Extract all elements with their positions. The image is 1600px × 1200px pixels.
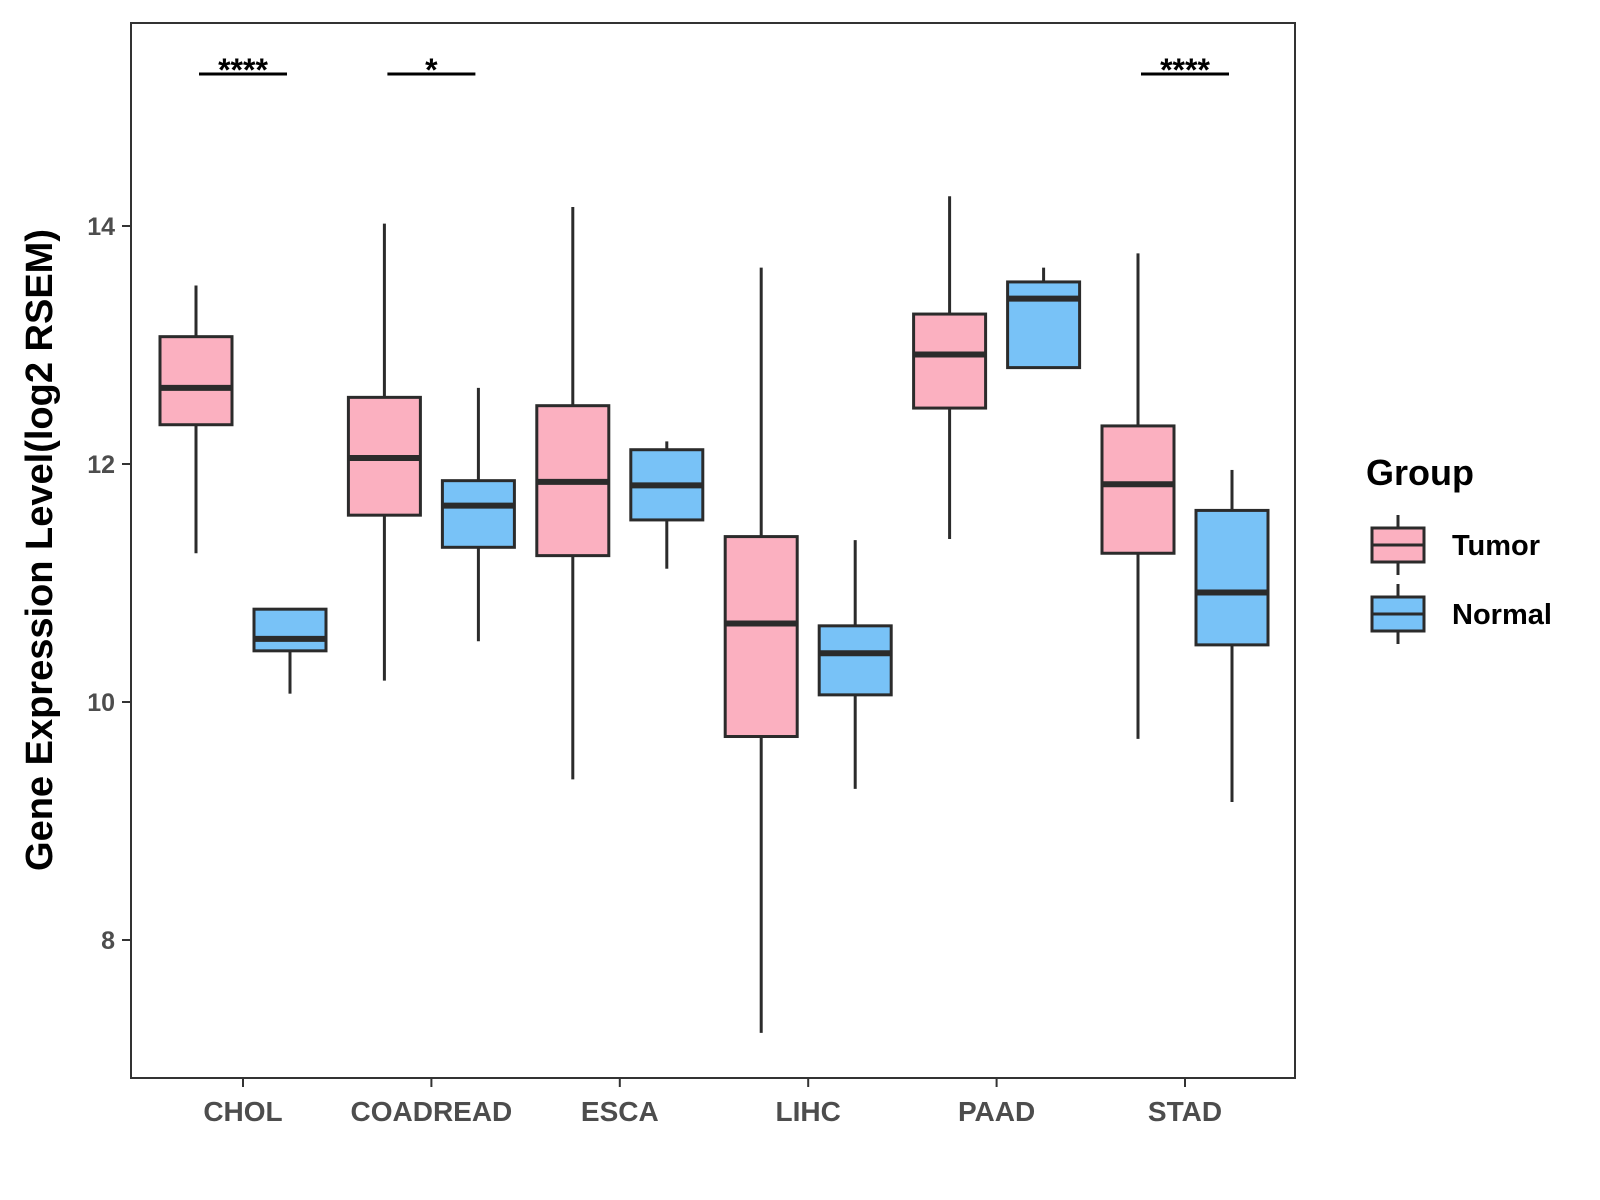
x-tick-label-lihc: LIHC — [776, 1096, 841, 1127]
series-normal — [252, 267, 1270, 802]
series-tumor — [158, 196, 1176, 1033]
plot-panel-border — [130, 22, 1296, 1079]
y-axis-title: Gene Expression Level(log2 RSEM) — [19, 229, 61, 871]
significance-annotations: **** * **** — [199, 52, 1229, 88]
box-paad-normal — [1006, 280, 1082, 370]
box-chol-normal — [252, 607, 328, 653]
box-stad-tumor — [1100, 424, 1176, 555]
boxes-layer — [158, 196, 1270, 1033]
x-tick-label-chol: CHOL — [203, 1096, 282, 1127]
legend: Group Tumor Normal — [1366, 452, 1552, 644]
box-stad-normal — [1194, 508, 1270, 647]
box-lihc-tumor — [723, 535, 799, 739]
x-tick-label-stad: STAD — [1148, 1096, 1222, 1127]
box-paad-tumor — [912, 312, 988, 410]
legend-label-tumor: Tumor — [1452, 530, 1540, 562]
sig-label-stad: **** — [1160, 52, 1210, 88]
sig-label-coadread: * — [425, 52, 438, 88]
box-lihc-normal — [817, 624, 893, 697]
x-axis: CHOL COADREAD ESCA LIHC PAAD STAD — [203, 1078, 1222, 1127]
x-tick-label-paad: PAAD — [958, 1096, 1035, 1127]
box-coadread-normal — [440, 479, 516, 549]
y-tick-label-8: 8 — [101, 927, 115, 955]
y-tick-label-12: 12 — [87, 451, 115, 479]
legend-title: Group — [1366, 452, 1474, 493]
y-axis: 8 10 12 14 — [87, 213, 131, 955]
x-tick-label-esca: ESCA — [581, 1096, 659, 1127]
sig-label-chol: **** — [218, 52, 268, 88]
legend-item-tumor: Tumor — [1370, 515, 1540, 575]
legend-item-normal: Normal — [1370, 584, 1552, 644]
y-tick-label-14: 14 — [87, 213, 115, 241]
y-tick-label-10: 10 — [87, 689, 115, 717]
box-chol-tumor — [158, 335, 234, 427]
x-tick-label-coadread: COADREAD — [351, 1096, 513, 1127]
legend-label-normal: Normal — [1452, 599, 1552, 631]
